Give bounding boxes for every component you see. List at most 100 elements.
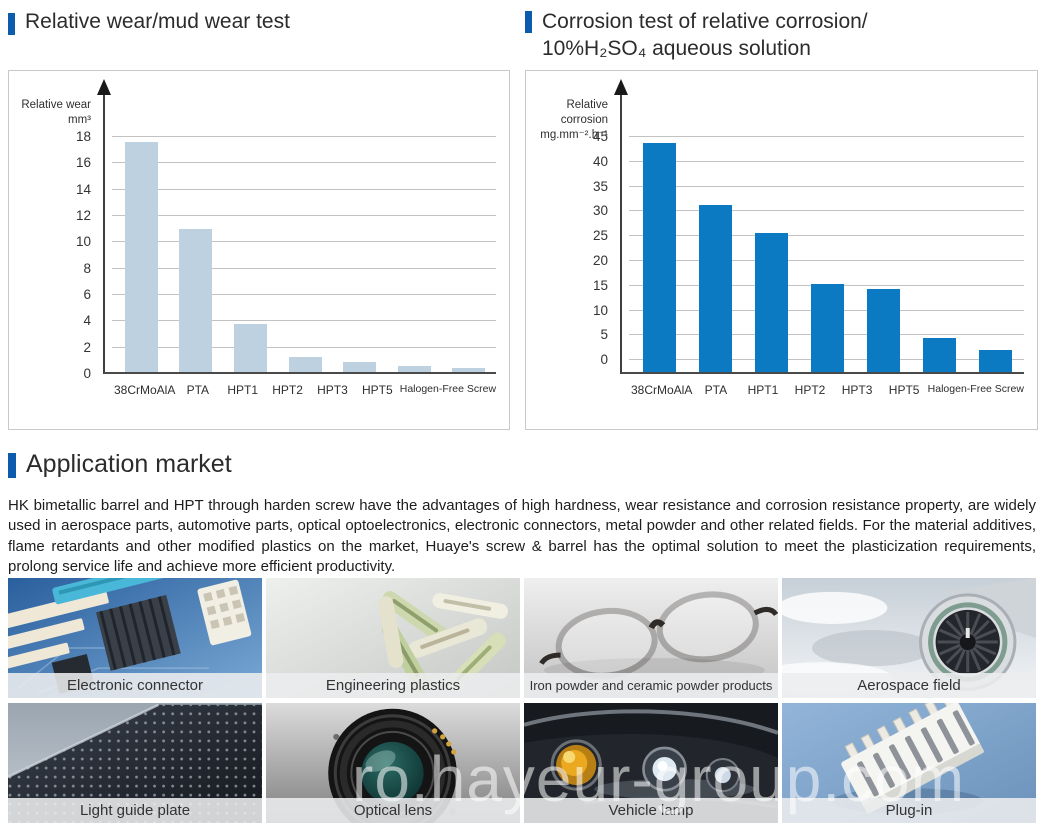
application-market-title-text: Application market [26, 450, 232, 478]
bar-Halogen-Free Screw [979, 350, 1013, 374]
tile-iron-powder-products: Iron powder and ceramic powder products [524, 578, 778, 698]
corrosion-title-line2: 10%H₂SO₄ aqueous solution [542, 37, 811, 61]
y-tick-label: 18 [75, 129, 91, 144]
gridline [112, 136, 496, 137]
x-category-labels: 38CrMoAlA PTA HPT1 HPT2 HPT3 HPT5 Halogen-Free… [631, 383, 1024, 397]
corrosion-y-axis-title: Relative corrosion mg.mm⁻².h⁻¹ [526, 98, 608, 143]
gridline [112, 215, 496, 216]
y-tick-label: 5 [600, 327, 608, 343]
bar-38CrMoAlA [642, 143, 676, 374]
y-tick-label: 20 [592, 252, 608, 268]
x-category-label: Halogen-Free Screw [927, 383, 1024, 395]
gridline [112, 188, 496, 190]
gridline [112, 346, 496, 348]
wear-bar-chart: Relative wear mm³ 0 2 4 6 8 10 12 14 16 18 38CrMo… [8, 70, 510, 430]
y-tick-label: 6 [83, 287, 91, 302]
y-tick-label: 10 [75, 234, 91, 250]
bar-38CrMoAlA [124, 142, 158, 374]
x-category-label: HPT3 [317, 383, 348, 397]
y-axis-arrow-icon [614, 79, 628, 95]
bar-PTA [179, 229, 213, 374]
x-category-label: HPT2 [272, 383, 303, 397]
y-tick-label: 40 [592, 153, 608, 169]
bar-HPT5 [397, 366, 431, 374]
wear-chart-title: Relative wear/mud wear test [8, 10, 290, 35]
tile-electronic-connector: Electronic connector [8, 578, 262, 698]
y-tick-label: 45 [592, 129, 608, 144]
x-axis-line [104, 372, 496, 374]
x-category-label: PTA [186, 383, 210, 397]
gridline [112, 267, 496, 269]
bar-HPT2 [810, 284, 844, 374]
x-category-label: HPT1 [227, 383, 259, 397]
gridline [112, 241, 496, 243]
bar-HPT2 [288, 357, 322, 374]
x-axis-line [621, 372, 1024, 374]
y-tick-label: 15 [592, 277, 608, 293]
y-tick-label: 16 [75, 155, 91, 171]
gridline [629, 136, 1024, 137]
x-category-label: 38CrMoAlA [631, 383, 693, 397]
y-axis-unit: mg.mm⁻².h⁻¹ [540, 128, 608, 141]
gridline [629, 259, 1024, 261]
bar-HPT1 [233, 324, 267, 374]
wear-chart-title-text: Relative wear/mud wear test [25, 10, 290, 33]
tile-engineering-plastics: Engineering plastics [266, 578, 520, 698]
y-tick-label: 0 [600, 352, 608, 368]
corrosion-bar-chart: Relative corrosion mg.mm⁻².h⁻¹ 0 5 10 15 20 2… [525, 70, 1038, 430]
tile-label: Vehicle lamp [524, 798, 778, 823]
bar-HPT5 [923, 338, 957, 374]
gridline [112, 162, 496, 164]
y-axis-line [103, 95, 105, 374]
tile-label: Electronic connector [8, 673, 262, 698]
y-tick-label: 12 [75, 208, 91, 223]
gridline [629, 235, 1024, 237]
y-tick-label: 14 [75, 181, 91, 197]
application-market-title: Application market [8, 450, 232, 479]
y-tick-label: 8 [83, 260, 91, 276]
x-category-label: HPT5 [888, 383, 920, 397]
x-category-label: HPT1 [747, 383, 779, 397]
y-tick-label: 10 [592, 302, 608, 318]
y-axis-label: Relative wear [21, 99, 91, 111]
x-category-labels: 38CrMoAlA PTA HPT1 HPT2 HPT3 HPT5 Halogen-Free… [114, 383, 496, 397]
x-category-label: HPT5 [361, 383, 393, 397]
application-tile-grid: Electronic connector Engineering plastic… [8, 578, 1036, 823]
bar-HPT3 [867, 289, 901, 374]
gridline [629, 160, 1024, 162]
y-tick-label: 4 [83, 313, 91, 329]
accent-bar [525, 11, 532, 33]
bar-HPT3 [343, 362, 377, 374]
bar-Halogen-Free Screw [452, 368, 486, 374]
application-paragraph: HK bimetallic barrel and HPT through har… [8, 497, 1036, 576]
corrosion-chart-title: Corrosion test of relative corrosion/ 10… [525, 8, 868, 63]
gridline [112, 294, 496, 295]
wear-y-axis-title: Relative wear mm³ [9, 98, 91, 128]
gridline [112, 320, 496, 322]
y-axis-unit: mm³ [68, 113, 91, 126]
tile-plug-in: Plug-in [782, 703, 1036, 823]
tile-label: Engineering plastics [266, 673, 520, 698]
y-tick-label: 0 [83, 366, 91, 381]
y-axis-line [620, 95, 622, 374]
bar-series [631, 137, 1024, 374]
accent-bar [8, 453, 16, 478]
tile-label: Plug-in [782, 798, 1036, 823]
tile-optical-lens: Optical lens [266, 703, 520, 823]
tile-label: Optical lens [266, 798, 520, 823]
tile-label: Iron powder and ceramic powder products [524, 673, 778, 698]
x-category-label: HPT2 [794, 383, 826, 397]
tile-vehicle-lamp: Vehicle lamp [524, 703, 778, 823]
x-category-label: PTA [704, 383, 728, 397]
accent-bar [8, 13, 15, 35]
bar-series [114, 137, 496, 374]
bar-HPT1 [754, 233, 788, 374]
x-category-label: 38CrMoAlA [114, 383, 176, 397]
y-tick-label: 30 [592, 203, 608, 219]
x-category-label: Halogen-Free Screw [399, 383, 497, 395]
tile-aerospace-field: Aerospace field [782, 578, 1036, 698]
tile-label: Light guide plate [8, 798, 262, 823]
gridline [629, 210, 1024, 212]
gridline [629, 185, 1024, 187]
